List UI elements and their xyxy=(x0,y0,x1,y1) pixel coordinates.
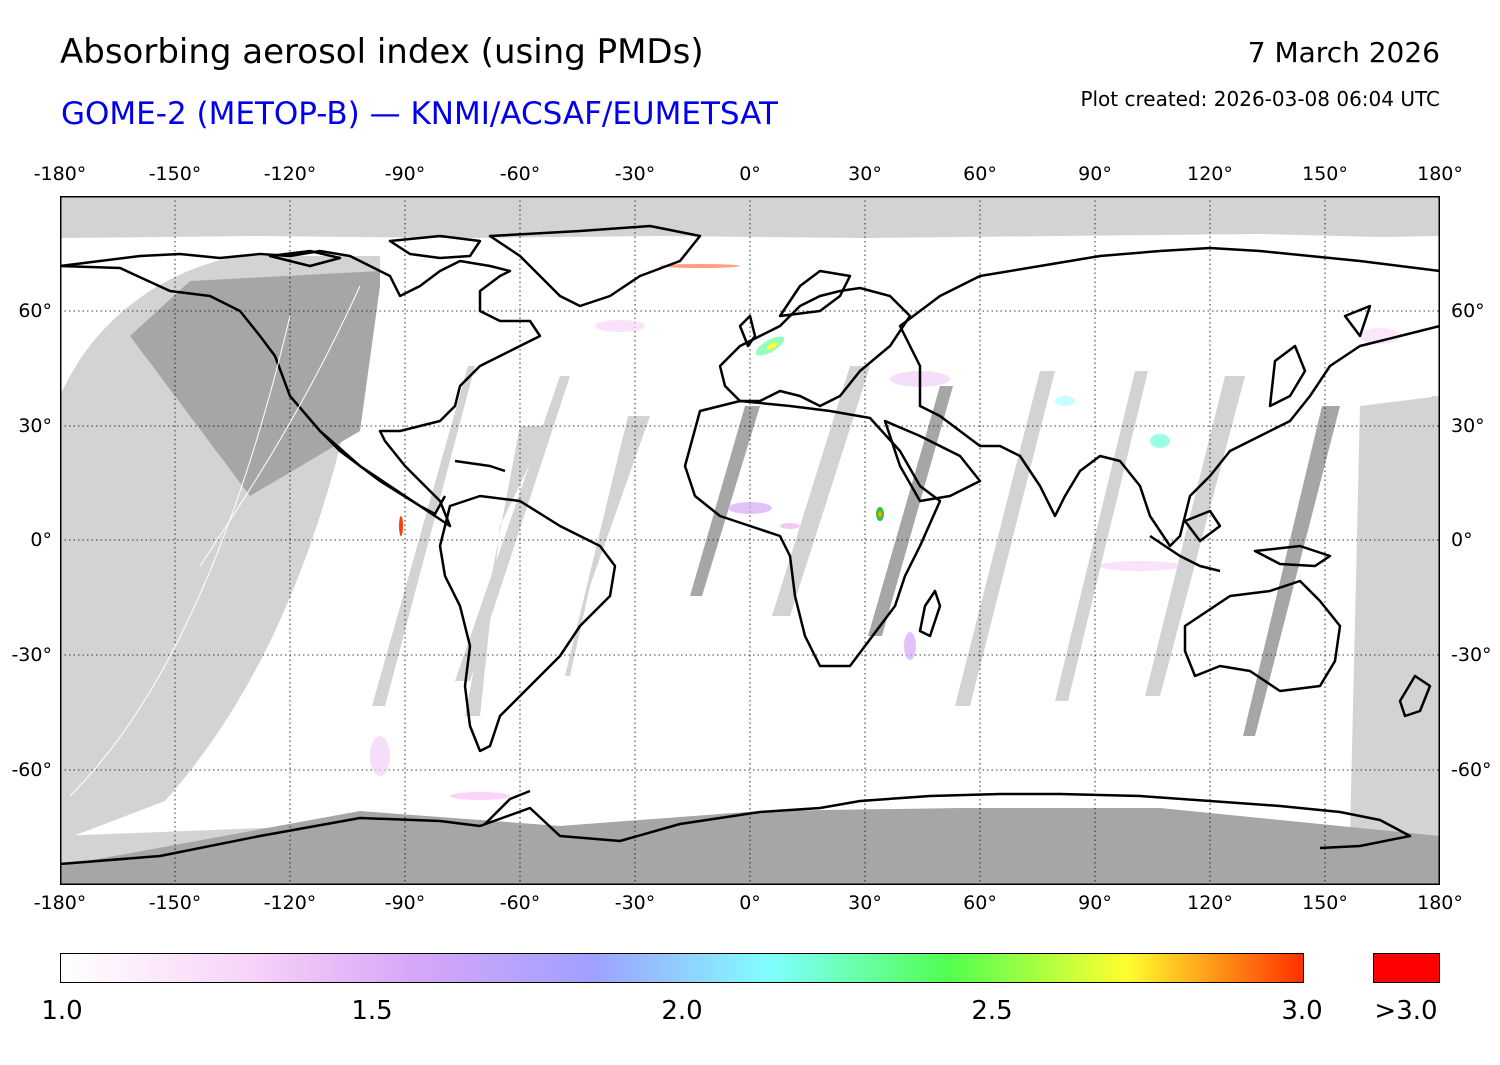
y-tick-label: 30° xyxy=(1451,415,1485,437)
x-tick-label: 30° xyxy=(848,163,882,185)
colorbar-tick-label: 1.5 xyxy=(351,996,393,1026)
y-tick-label: -30° xyxy=(1451,644,1492,666)
x-tick-label: 90° xyxy=(1078,892,1112,914)
x-tick-label: 60° xyxy=(963,163,997,185)
colorbar-tick-label: 3.0 xyxy=(1281,996,1323,1026)
y-tick-label: 60° xyxy=(1451,300,1485,322)
y-tick-label: -30° xyxy=(11,644,52,666)
graticule xyxy=(60,196,1440,885)
x-tick-label: 150° xyxy=(1302,892,1348,914)
y-tick-label: 30° xyxy=(18,415,52,437)
x-tick-label: 120° xyxy=(1187,892,1233,914)
x-tick-label: -60° xyxy=(499,163,541,185)
map-title: Absorbing aerosol index (using PMDs) xyxy=(60,32,704,72)
x-tick-label: 90° xyxy=(1078,163,1112,185)
x-tick-label: 150° xyxy=(1302,163,1348,185)
x-tick-label: -180° xyxy=(33,163,87,185)
x-tick-label: -180° xyxy=(33,892,87,914)
map-border xyxy=(60,196,1440,885)
y-tick-label: 60° xyxy=(18,300,52,322)
colorbar-overflow-swatch xyxy=(1373,953,1440,983)
map-subtitle: GOME-2 (METOP-B) — KNMI/ACSAF/EUMETSAT xyxy=(61,96,778,132)
satellite-track xyxy=(69,315,291,797)
colorbar-gradient xyxy=(60,953,1304,983)
x-tick-label: 0° xyxy=(739,892,761,914)
x-tick-label: 30° xyxy=(848,892,882,914)
x-tick-label: 180° xyxy=(1417,163,1463,185)
colorbar-tick-label: 2.5 xyxy=(971,996,1013,1026)
x-tick-label: 180° xyxy=(1417,892,1463,914)
x-tick-label: 60° xyxy=(963,892,997,914)
y-tick-label: -60° xyxy=(1451,759,1492,781)
x-tick-label: -90° xyxy=(384,163,426,185)
x-tick-label: -90° xyxy=(384,892,426,914)
colorbar-overflow-label: >3.0 xyxy=(1374,996,1438,1026)
y-tick-label: 0° xyxy=(30,529,52,551)
y-tick-label: 0° xyxy=(1451,529,1473,551)
x-tick-label: -150° xyxy=(148,892,202,914)
x-tick-label: 120° xyxy=(1187,163,1233,185)
x-tick-label: -30° xyxy=(614,163,656,185)
colorbar-tick-label: 2.0 xyxy=(661,996,703,1026)
night-region-north-america xyxy=(130,271,380,496)
no-data-north-cap xyxy=(60,196,1440,238)
plot-created-timestamp: Plot created: 2026-03-08 06:04 UTC xyxy=(1080,87,1440,111)
x-tick-label: -60° xyxy=(499,892,541,914)
aerosol-index-pixels xyxy=(370,264,1400,800)
colorbar-tick-label: 1.0 xyxy=(41,996,83,1026)
x-tick-label: -150° xyxy=(148,163,202,185)
x-tick-label: -120° xyxy=(263,892,317,914)
satellite-track xyxy=(199,285,361,567)
y-tick-label: -60° xyxy=(11,759,52,781)
x-tick-label: 0° xyxy=(739,163,761,185)
observation-date: 7 March 2026 xyxy=(1247,36,1440,69)
x-tick-label: -120° xyxy=(263,163,317,185)
coastlines xyxy=(60,224,1440,866)
x-tick-label: -30° xyxy=(614,892,656,914)
world-map xyxy=(60,196,1440,885)
